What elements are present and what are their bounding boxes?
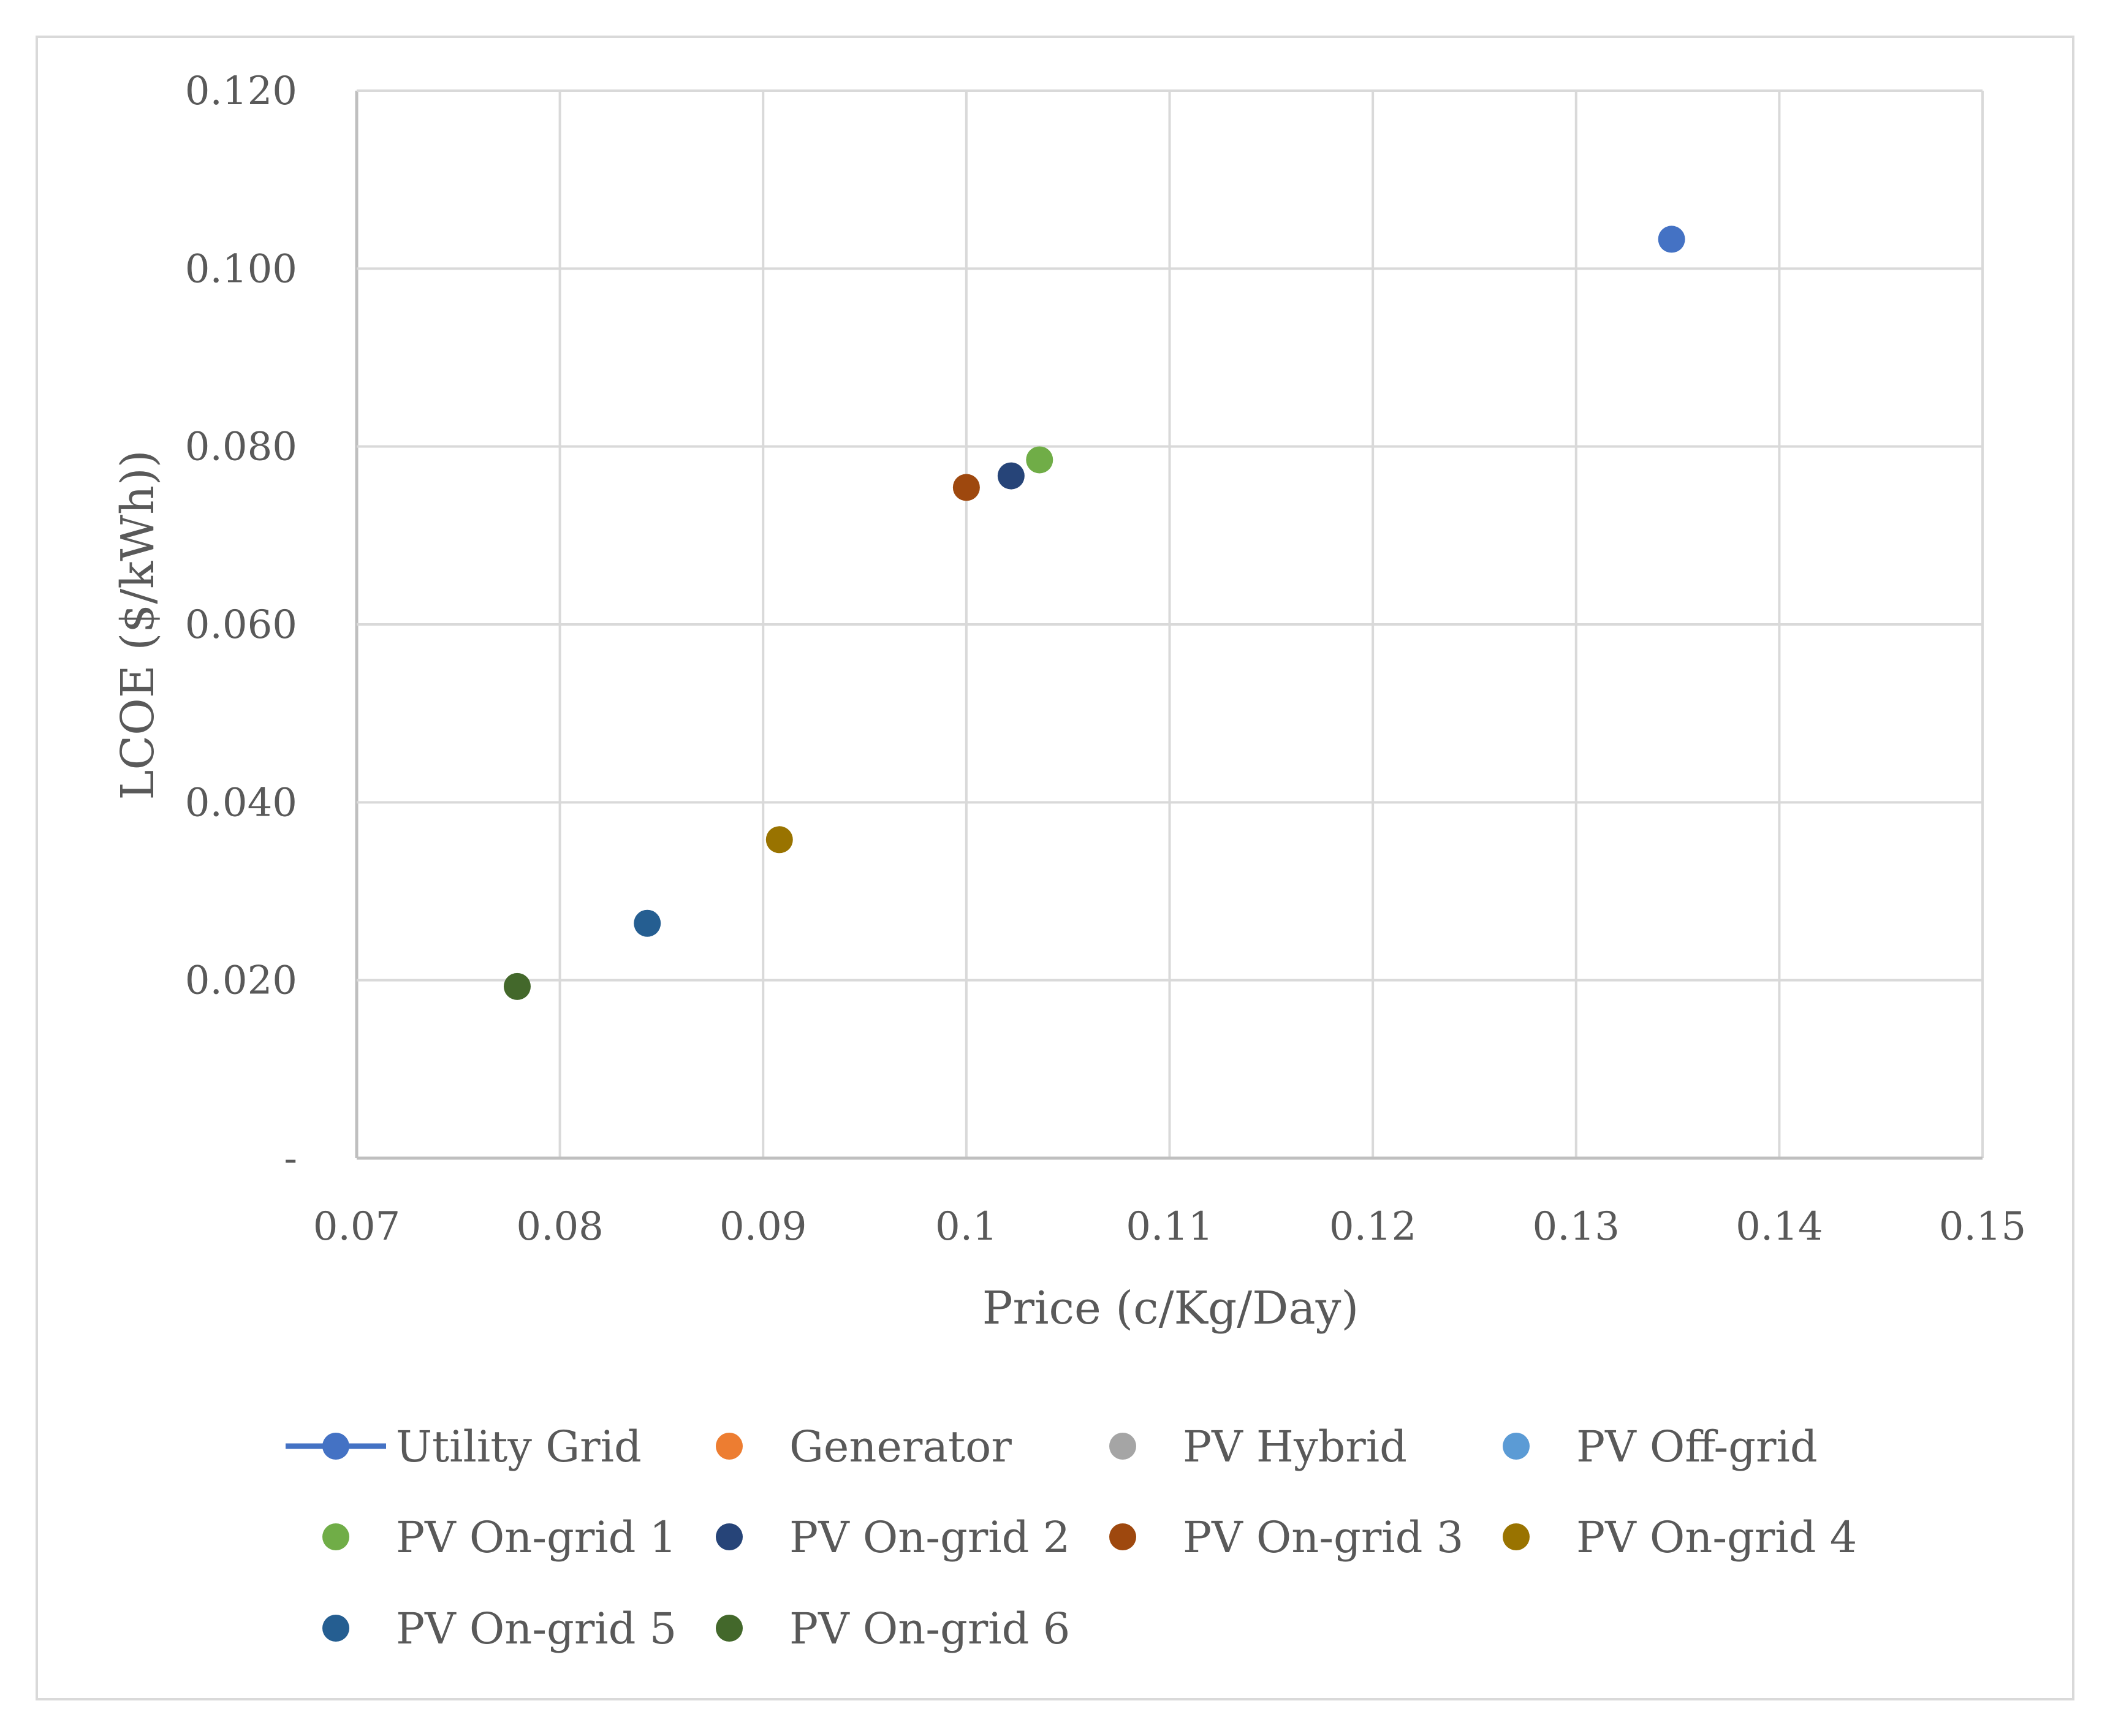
x-tick-label: 0.14 bbox=[1736, 1204, 1823, 1249]
legend-marker bbox=[322, 1523, 349, 1550]
grid bbox=[355, 89, 1984, 1160]
data-point-pv-on-grid-3 bbox=[952, 474, 980, 501]
legend-label: PV Off-grid bbox=[1576, 1422, 1818, 1472]
legend-item: PV On-grid 3 bbox=[1109, 1512, 1463, 1563]
legend-marker bbox=[716, 1615, 743, 1642]
legend-item: Utility Grid bbox=[286, 1422, 642, 1472]
data-point-pv-on-grid-6 bbox=[503, 972, 531, 1000]
x-tick-label: 0.15 bbox=[1939, 1204, 2027, 1249]
data-point-utility-grid bbox=[1658, 226, 1685, 253]
legend-marker bbox=[1503, 1523, 1530, 1550]
legend-label: PV On-grid 5 bbox=[396, 1604, 677, 1654]
y-tick-label: 0.120 bbox=[185, 69, 297, 114]
x-tick-label: 0.07 bbox=[313, 1204, 401, 1249]
legend-item: PV On-grid 2 bbox=[716, 1512, 1070, 1563]
legend-marker bbox=[1503, 1433, 1530, 1460]
legend-item: PV On-grid 1 bbox=[322, 1512, 677, 1563]
legend-item: PV On-grid 5 bbox=[322, 1604, 677, 1654]
y-tick-label: 0.060 bbox=[185, 602, 297, 648]
legend-label: PV On-grid 1 bbox=[396, 1512, 677, 1563]
x-tick-label: 0.09 bbox=[719, 1204, 807, 1249]
y-tick-label: - bbox=[284, 1136, 297, 1181]
legend-marker bbox=[1109, 1523, 1136, 1550]
data-point-pv-on-grid-2 bbox=[997, 462, 1025, 490]
y-axis-title: LCOE ($/kWh)) bbox=[112, 450, 164, 800]
legend-label: PV Hybrid bbox=[1183, 1422, 1407, 1472]
legend-item: PV On-grid 4 bbox=[1503, 1512, 1857, 1563]
legend-label: Generator bbox=[789, 1422, 1012, 1472]
data-point-pv-on-grid-1 bbox=[1026, 446, 1053, 474]
data-points bbox=[503, 226, 1685, 1000]
legend-label: PV On-grid 2 bbox=[789, 1512, 1070, 1563]
x-tick-label: 0.11 bbox=[1126, 1204, 1213, 1249]
y-tick-labels: - 0.020 0.040 0.060 0.080 0.100 0.120 bbox=[185, 69, 297, 1181]
legend-marker bbox=[716, 1523, 743, 1550]
y-tick-label: 0.040 bbox=[185, 780, 297, 825]
legend-marker bbox=[1109, 1433, 1136, 1460]
x-axis-title: Price (c/Kg/Day) bbox=[982, 1282, 1359, 1335]
legend-marker bbox=[322, 1433, 349, 1460]
legend-item: PV On-grid 6 bbox=[716, 1604, 1070, 1654]
legend: Utility Grid Generator PV Hybrid PV Off-gri… bbox=[286, 1422, 1857, 1654]
legend-label: PV On-grid 6 bbox=[789, 1604, 1070, 1654]
x-tick-labels: 0.07 0.08 0.09 0.1 0.11 0.12 0.13 0.14 0.15 bbox=[313, 1204, 2027, 1249]
legend-item: Generator bbox=[716, 1422, 1012, 1472]
legend-item: PV Off-grid bbox=[1503, 1422, 1818, 1472]
legend-marker bbox=[716, 1433, 743, 1460]
y-tick-label: 0.080 bbox=[185, 425, 297, 470]
legend-label: PV On-grid 4 bbox=[1576, 1512, 1857, 1563]
x-tick-label: 0.12 bbox=[1329, 1204, 1417, 1249]
chart-frame bbox=[36, 36, 2074, 1700]
data-point-pv-on-grid-4 bbox=[765, 826, 793, 854]
legend-label: Utility Grid bbox=[396, 1422, 642, 1472]
legend-item: PV Hybrid bbox=[1109, 1422, 1407, 1472]
y-tick-label: 0.020 bbox=[185, 958, 297, 1004]
y-tick-label: 0.100 bbox=[185, 246, 297, 292]
data-point-pv-on-grid-5 bbox=[634, 909, 661, 937]
x-tick-label: 0.1 bbox=[935, 1204, 998, 1249]
x-tick-label: 0.13 bbox=[1533, 1204, 1620, 1249]
x-tick-label: 0.08 bbox=[516, 1204, 604, 1249]
legend-label: PV On-grid 3 bbox=[1183, 1512, 1463, 1563]
legend-marker bbox=[322, 1615, 349, 1642]
